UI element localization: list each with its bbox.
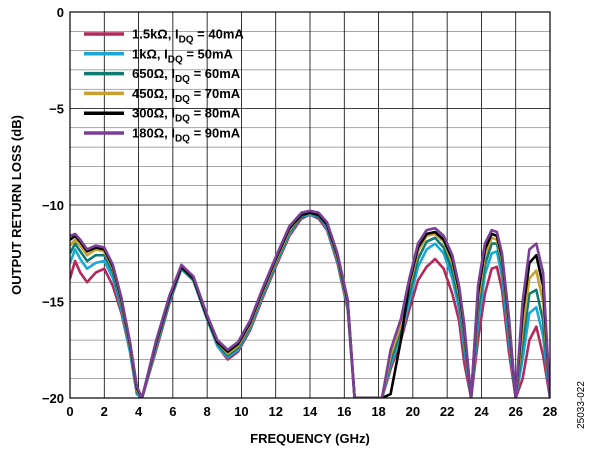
x-tick-label: 2 [101,404,108,419]
x-tick-label: 22 [440,404,454,419]
series-line [70,209,550,398]
y-tick-label: −5 [49,102,64,117]
y-tick-label: −15 [42,295,64,310]
x-tick-label: 14 [303,404,318,419]
x-tick-label: 6 [169,404,176,419]
x-tick-label: 0 [66,404,73,419]
x-tick-label: 12 [268,404,282,419]
legend-label: 180Ω, IDQ = 90mA [132,126,241,145]
y-tick-label: −10 [42,198,64,213]
y-tick-label: −20 [42,391,64,406]
x-tick-label: 8 [204,404,211,419]
x-tick-label: 4 [135,404,143,419]
series-lines [70,209,550,398]
legend-label: 1kΩ, IDQ = 50mA [132,46,234,65]
x-tick-labels: 0 2 4 6 8 10 12 14 16 18 20 22 24 26 28 [66,404,557,419]
x-tick-label: 26 [508,404,522,419]
x-tick-label: 16 [337,404,351,419]
figure-id: 25033-022 [576,381,587,429]
x-axis-title: FREQUENCY (GHz) [250,431,370,446]
legend-label: 450Ω, IDQ = 70mA [132,86,241,105]
legend-label: 650Ω, IDQ = 60mA [132,66,241,85]
x-tick-label: 20 [406,404,420,419]
y-axis-title: OUTPUT RETURN LOSS (dB) [9,115,24,295]
x-tick-label: 28 [543,404,557,419]
legend-label: 300Ω, IDQ = 80mA [132,106,241,125]
legend-label: 1.5kΩ, IDQ = 40mA [132,27,244,46]
x-tick-label: 10 [234,404,248,419]
plot-frame [69,11,551,399]
x-tick-label: 24 [474,404,489,419]
x-tick-label: 18 [371,404,385,419]
y-tick-labels: 0 −5 −10 −15 −20 [42,5,64,406]
y-tick-label: 0 [57,5,64,20]
